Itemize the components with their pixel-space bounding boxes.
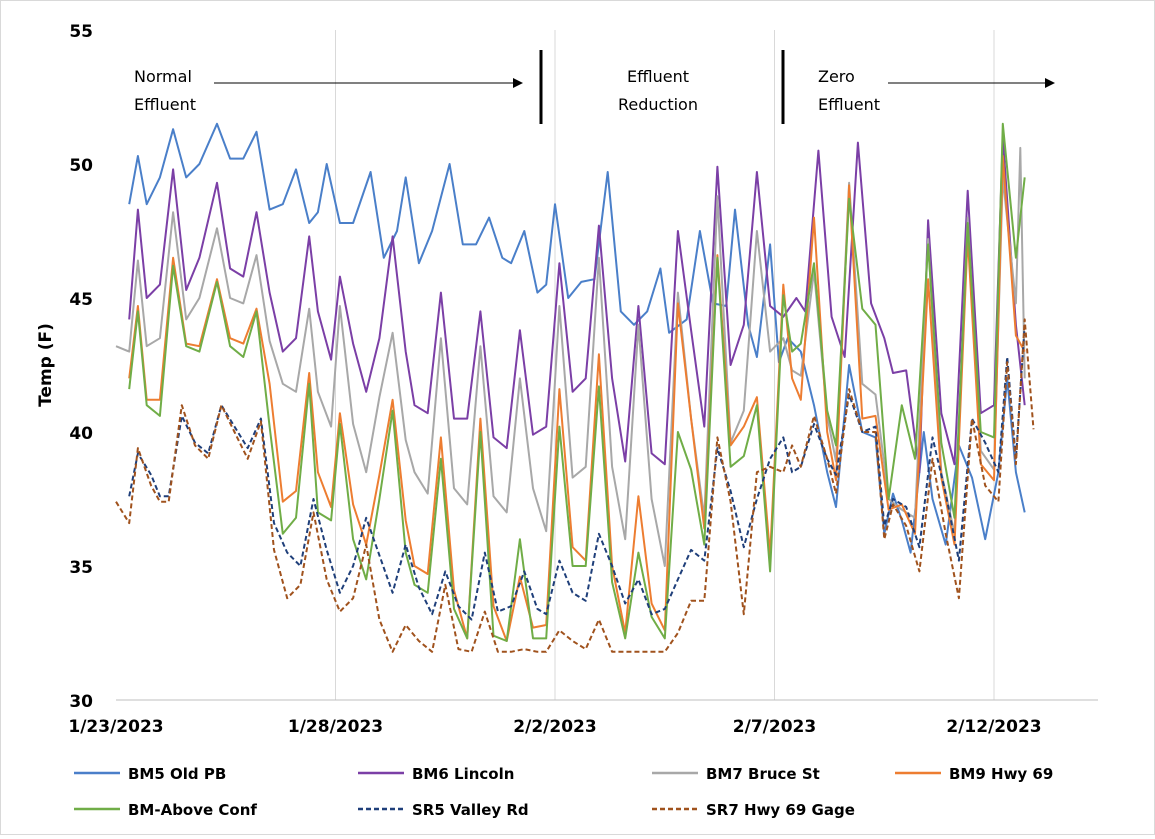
series-line-bm9-hwy-69 <box>128 155 1026 642</box>
annotation-arrow-head <box>513 78 523 88</box>
x-tick-label: 2/12/2023 <box>946 717 1041 737</box>
legend-label: BM7 Bruce St <box>706 765 820 783</box>
legend-label: BM6 Lincoln <box>412 765 514 783</box>
x-tick-label: 1/28/2023 <box>288 717 383 737</box>
annotation-text: Effluent <box>134 95 196 114</box>
x-tick-label: 2/7/2023 <box>733 717 816 737</box>
y-tick-label: 55 <box>69 22 93 42</box>
annotation-text: Reduction <box>618 95 698 114</box>
y-tick-label: 40 <box>69 424 93 444</box>
series-line-sr5-valley-rd <box>128 324 1026 621</box>
y-tick-label: 50 <box>69 156 93 176</box>
legend-label: SR5 Valley Rd <box>412 801 529 819</box>
legend-label: BM-Above Conf <box>128 801 257 819</box>
legend-label: SR7 Hwy 69 Gage <box>706 801 855 819</box>
x-tick-label: 1/23/2023 <box>68 717 163 737</box>
series-line-bm6-lincoln <box>128 136 1026 474</box>
y-axis-label: Temp (F) <box>36 323 56 407</box>
annotation-arrow-head <box>1045 78 1055 88</box>
y-tick-label: 35 <box>69 558 93 578</box>
y-tick-label: 30 <box>69 692 93 712</box>
legend-label: BM9 Hwy 69 <box>949 765 1053 783</box>
legend-label: BM5 Old PB <box>128 765 226 783</box>
annotation-text: Effluent <box>818 95 880 114</box>
annotation-text: Effluent <box>627 67 689 86</box>
annotation-text: Zero <box>818 67 855 86</box>
y-tick-label: 45 <box>69 290 93 310</box>
series-line-sr7-hwy-69-gage <box>115 318 1035 653</box>
x-tick-label: 2/2/2023 <box>513 717 596 737</box>
series-line-bm-above-conf <box>128 122 1026 642</box>
annotation-text: Normal <box>134 67 192 86</box>
